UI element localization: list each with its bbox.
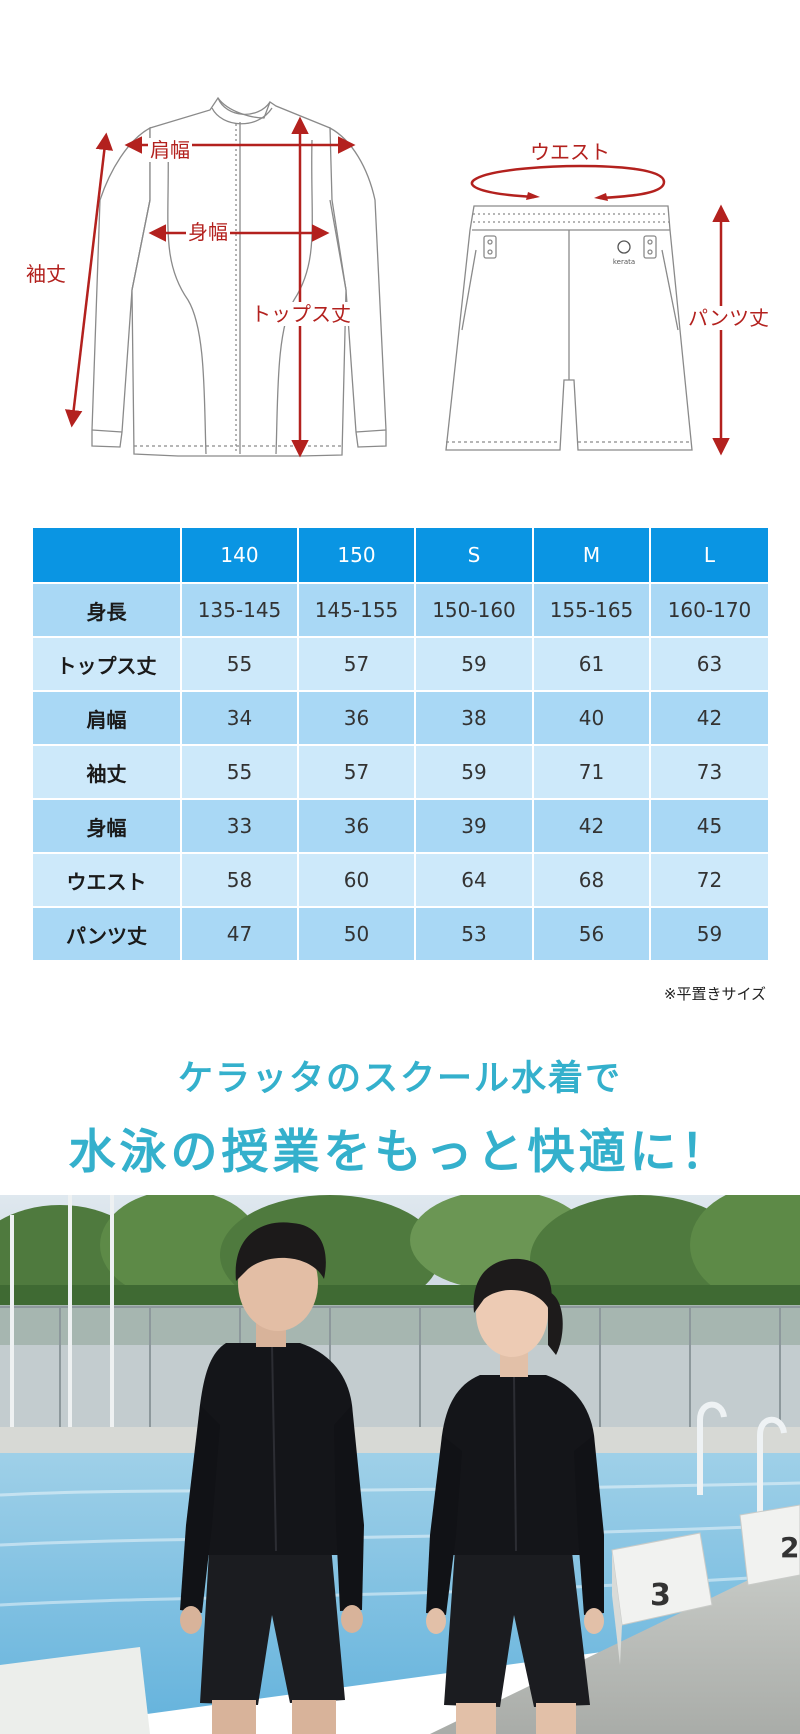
table-cell: 145-155 — [297, 582, 416, 638]
label-pants-length: パンツ丈 — [686, 306, 771, 330]
table-row: 肩幅 34 36 38 40 42 — [31, 690, 770, 746]
brand-mark: kerata — [613, 258, 635, 266]
table-cell: 45 — [649, 798, 770, 854]
table-cell: 42 — [649, 690, 770, 746]
shorts-outline: kerata — [445, 205, 693, 451]
starting-blocks: 3 2 — [0, 1504, 800, 1734]
row-label: 肩幅 — [31, 690, 182, 746]
table-cell: 40 — [532, 690, 651, 746]
starting-block-number-2: 2 — [780, 1531, 799, 1564]
row-label: 身幅 — [31, 798, 182, 854]
header-size-m: M — [532, 526, 651, 584]
row-label: パンツ丈 — [31, 906, 182, 962]
table-cell: 34 — [180, 690, 299, 746]
table-cell: 33 — [180, 798, 299, 854]
table-cell: 60 — [297, 852, 416, 908]
person-girl — [426, 1258, 604, 1734]
table-cell: 57 — [297, 744, 416, 800]
pool-ladder — [697, 1401, 787, 1515]
measurement-diagram: kerata 肩幅 身幅 袖丈 トップス丈 ウエスト パンツ丈 — [0, 0, 800, 500]
table-cell: 53 — [414, 906, 534, 962]
table-cell: 160-170 — [649, 582, 770, 638]
person-boy — [180, 1222, 364, 1734]
table-row: 袖丈 55 57 59 71 73 — [31, 744, 770, 800]
row-label: 袖丈 — [31, 744, 182, 800]
table-cell: 150-160 — [414, 582, 534, 638]
fence — [0, 1195, 800, 1435]
sleeve-length-arrow — [64, 132, 114, 428]
row-label: トップス丈 — [31, 636, 182, 692]
flat-size-note: ※平置きサイズ — [663, 985, 766, 1003]
table-cell: 42 — [532, 798, 651, 854]
table-cell: 72 — [649, 852, 770, 908]
size-table: 140 150 S M L 身長 135-145 145-155 150-160… — [31, 526, 770, 962]
garment-illustration: kerata — [64, 96, 730, 458]
tagline-line-1: ケラッタのスクール水着で — [177, 1059, 622, 1099]
table-cell: 47 — [180, 906, 299, 962]
table-cell: 57 — [297, 636, 416, 692]
table-row: ウエスト 58 60 64 68 72 — [31, 852, 770, 908]
header-size-150: 150 — [297, 526, 416, 584]
label-tops-length: トップス丈 — [249, 302, 353, 326]
header-size-140: 140 — [180, 526, 299, 584]
table-cell: 56 — [532, 906, 651, 962]
table-row: トップス丈 55 57 59 61 63 — [31, 636, 770, 692]
table-cell: 38 — [414, 690, 534, 746]
table-cell: 59 — [414, 636, 534, 692]
table-cell: 36 — [297, 798, 416, 854]
table-row: パンツ丈 47 50 53 56 59 — [31, 906, 770, 962]
header-size-l: L — [649, 526, 770, 584]
table-cell: 63 — [649, 636, 770, 692]
label-waist: ウエスト — [528, 140, 612, 164]
table-cell: 64 — [414, 852, 534, 908]
label-sleeve-length: 袖丈 — [24, 262, 68, 286]
label-body-width: 身幅 — [186, 220, 230, 244]
table-row: 身長 135-145 145-155 150-160 155-165 160-1… — [31, 582, 770, 638]
table-cell: 55 — [180, 744, 299, 800]
table-cell: 73 — [649, 744, 770, 800]
table-cell: 155-165 — [532, 582, 651, 638]
poolside-scene: 3 2 — [0, 1195, 800, 1734]
table-cell: 55 — [180, 636, 299, 692]
header-corner — [31, 526, 182, 584]
table-cell: 50 — [297, 906, 416, 962]
poolside-photo: 3 2 — [0, 1195, 800, 1734]
table-cell: 59 — [649, 906, 770, 962]
table-cell: 36 — [297, 690, 416, 746]
row-label: 身長 — [31, 582, 182, 638]
table-cell: 59 — [414, 744, 534, 800]
table-cell: 39 — [414, 798, 534, 854]
table-cell: 58 — [180, 852, 299, 908]
size-table-header: 140 150 S M L — [31, 526, 770, 584]
header-size-s: S — [414, 526, 534, 584]
row-label: ウエスト — [31, 852, 182, 908]
label-shoulder-width: 肩幅 — [148, 138, 192, 162]
waist-ellipse — [470, 164, 666, 200]
starting-block-number-3: 3 — [650, 1578, 671, 1613]
table-row: 身幅 33 36 39 42 45 — [31, 798, 770, 854]
table-cell: 61 — [532, 636, 651, 692]
jacket-outline — [91, 96, 387, 457]
table-cell: 71 — [532, 744, 651, 800]
table-cell: 135-145 — [180, 582, 299, 638]
table-cell: 68 — [532, 852, 651, 908]
tagline-line-2: 水泳の授業をもっと快適に！ — [68, 1125, 732, 1180]
